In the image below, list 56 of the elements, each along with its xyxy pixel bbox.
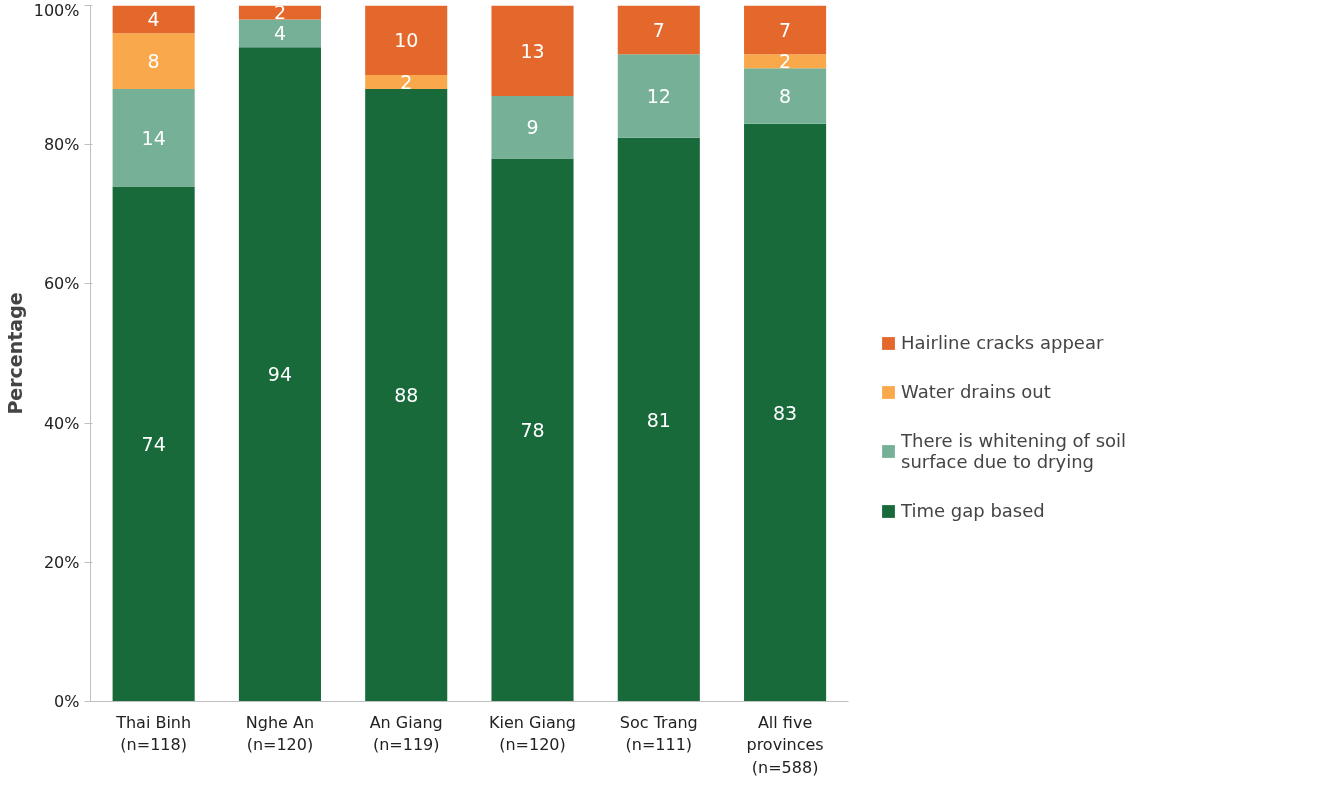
legend-label: There is whitening of soil surface due to drying: [901, 430, 1127, 472]
data-label: 9: [526, 116, 539, 139]
data-label: 78: [520, 419, 545, 442]
data-label: 7: [652, 18, 665, 41]
x-tick-label: Soc Trang (n=111): [619, 712, 698, 755]
y-tick-label: 40%: [43, 413, 80, 433]
data-label: 10: [394, 29, 419, 52]
x-tick-label: An Giang (n=119): [369, 712, 443, 755]
data-label: 8: [147, 50, 160, 73]
bar: [365, 5, 448, 76]
x-tick-label: All five provinces (n=588): [746, 712, 824, 778]
bar: [744, 123, 827, 702]
x-tick-label: Thai Binh (n=118): [115, 712, 192, 755]
y-tick-label: 20%: [43, 552, 80, 572]
x-tick-label: Nghe An (n=120): [245, 712, 315, 755]
data-label: 2: [273, 1, 286, 24]
bar: [744, 68, 827, 124]
data-label: 2: [779, 50, 792, 73]
data-label: 13: [520, 39, 545, 62]
legend-label: Hairline cracks appear: [901, 332, 1104, 353]
data-label: 4: [273, 22, 286, 45]
y-tick-label: 60%: [43, 274, 80, 294]
bar: [365, 75, 448, 90]
bar: [744, 54, 827, 69]
data-label: 7: [779, 18, 792, 41]
bar: [112, 5, 195, 34]
bar: [617, 137, 700, 702]
bar: [491, 158, 574, 702]
y-axis-title: Percentage: [3, 292, 26, 415]
data-label: 12: [646, 84, 671, 107]
bar: [112, 33, 195, 90]
legend-label: Time gap based: [901, 500, 1045, 521]
data-label: 88: [394, 384, 419, 407]
data-label: 14: [141, 126, 166, 149]
data-label: 2: [400, 71, 413, 94]
bar: [744, 5, 827, 55]
bar: [365, 89, 448, 702]
data-label: 83: [773, 401, 798, 424]
bar: [112, 186, 195, 702]
legend-label: Water drains out: [901, 381, 1051, 402]
bar: [617, 5, 700, 55]
y-tick-label: 80%: [43, 135, 80, 155]
bar: [491, 95, 574, 159]
bar: [238, 47, 321, 702]
data-label: 81: [646, 408, 671, 431]
bar: [491, 5, 574, 96]
data-label: 4: [147, 8, 160, 31]
data-label: 74: [141, 432, 166, 455]
bar: [617, 54, 700, 138]
y-tick-label: 0%: [54, 692, 80, 711]
bar: [238, 19, 321, 48]
y-tick-label: 100%: [33, 0, 80, 20]
bar: [112, 89, 195, 187]
data-label: 94: [267, 363, 293, 386]
x-tick-label: Kien Giang (n=120): [489, 712, 576, 755]
data-label: 8: [779, 84, 792, 107]
